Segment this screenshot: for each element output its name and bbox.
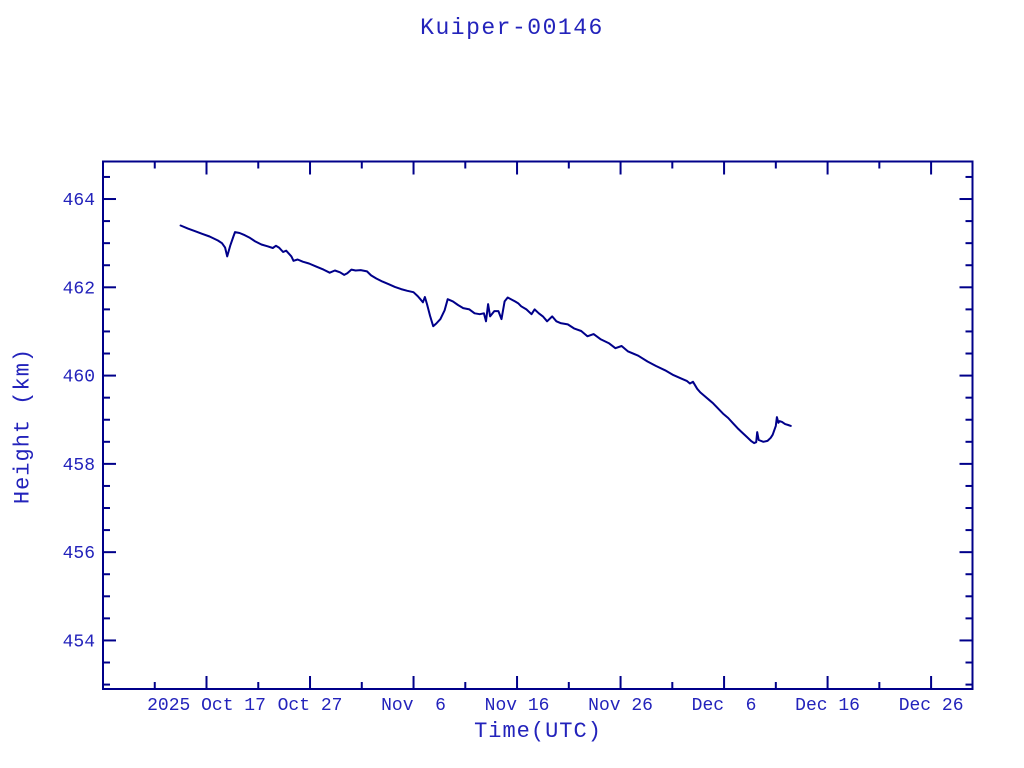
- y-tick-label: 458: [63, 456, 95, 476]
- x-tick-label: Dec 6: [692, 696, 757, 716]
- y-tick-label: 454: [63, 632, 95, 652]
- x-tick-label: Nov 6: [381, 696, 446, 716]
- plot-frame: [102, 160, 974, 690]
- page-title: Kuiper-00146: [420, 15, 604, 41]
- x-tick-label: Dec 26: [899, 696, 964, 716]
- y-tick-label: 462: [63, 279, 95, 299]
- x-axis-title: Time(UTC): [474, 719, 602, 744]
- tick-labels: 2025 Oct 17 Oct 27 Nov 6 Nov 16 Nov 26 Dec 6 D…: [63, 191, 964, 716]
- y-axis-title: Height (km): [10, 347, 36, 505]
- x-tick-label: Oct 27: [278, 696, 343, 716]
- axis-ticks: [103, 161, 973, 689]
- x-tick-label: Dec 16: [795, 696, 860, 716]
- height-curve: [179, 224, 792, 445]
- x-tick-label: 2025 Oct 17: [147, 696, 266, 716]
- x-tick-label: Nov 26: [588, 696, 653, 716]
- x-tick-label: Nov 16: [485, 696, 550, 716]
- y-tick-label: 456: [63, 544, 95, 564]
- y-tick-label: 460: [63, 368, 95, 388]
- y-tick-label: 464: [63, 191, 95, 211]
